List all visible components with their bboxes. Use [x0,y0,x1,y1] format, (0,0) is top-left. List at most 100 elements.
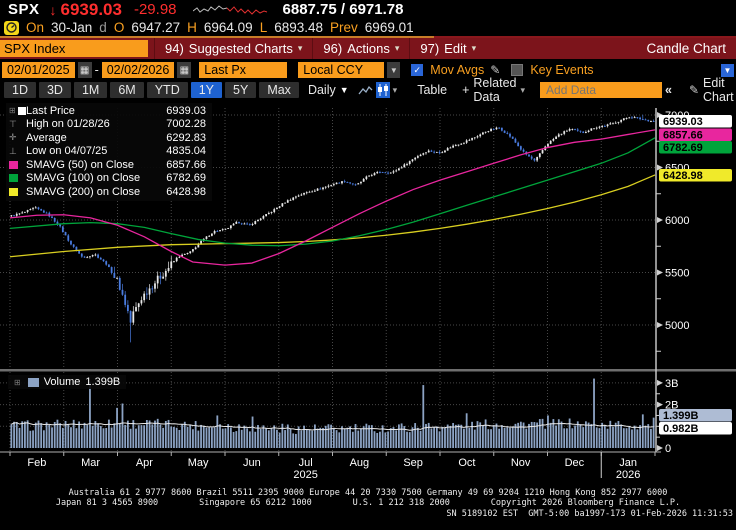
tree-expander-icon[interactable]: ⊞ [14,377,21,387]
high-marker-icon: ⊤ [9,118,17,129]
legend-label: High on 01/28/26 [26,118,110,131]
menu-actions[interactable]: 96) Actions ▾ [312,38,409,59]
related-data-button[interactable]: + Related Data ▾ [456,75,531,105]
collapse-icon[interactable]: « [665,83,672,97]
session-date: 30-Jan [51,20,93,35]
price-field-select[interactable]: Last Px [199,62,288,78]
pencil-icon[interactable]: ✎ [490,63,501,77]
mov-avgs-checkbox[interactable]: ✓ [411,64,424,76]
footer-session-info: SN 5189102 EST GMT-5:00 ba1997-173 01-Fe… [446,509,733,519]
legend-high: ⊤ High on 01/28/26 7002.28 [9,118,206,132]
chevron-down-icon: ▾ [297,43,303,53]
price-change: -29.98 [133,1,177,18]
chart-legend[interactable]: ⊞ Last Price 6939.03 ⊤ High on 01/28/26 … [6,103,212,201]
svg-text:0.982B: 0.982B [663,423,699,435]
legend-average: ✛ Average 6292.83 [9,131,206,145]
panel-scroll-icon[interactable]: ▼ [721,63,734,77]
session-freq: d [99,20,107,35]
date-to-input[interactable]: 02/02/2026 [101,62,175,78]
currency-select[interactable]: Local CCY [298,62,385,78]
calendar-icon[interactable]: ▦ [77,62,92,78]
intraday-sparkline [192,4,267,15]
low-value: 6893.48 [274,20,324,35]
chevron-down-icon: ▾ [471,43,477,53]
svg-text:Apr: Apr [136,457,153,469]
tree-expander-icon[interactable]: ⊞ [9,106,16,116]
delayed-clock-icon [4,20,19,35]
date-from-input[interactable]: 02/01/2025 [2,62,75,78]
edit-chart-label: Edit Chart [703,76,734,104]
high-label: H [187,20,197,35]
smavg50-swatch [9,160,18,169]
footer-phone-line1: Australia 61 2 9777 8600 Brazil 5511 239… [68,488,668,498]
menu-label: Edit [444,41,467,56]
svg-text:6782.69: 6782.69 [663,142,703,154]
quote-header: SPX ↓ 6939.03 -29.98 6887.75 / 6971.78 [0,0,736,19]
svg-text:Feb: Feb [27,457,46,469]
range-5y-button[interactable]: 5Y [225,82,257,98]
last-price-swatch [17,106,26,115]
legend-value: 4835.04 [166,145,206,158]
legend-label: Last Price [26,104,75,117]
chart-toolbar-right: « ✎ Edit Chart ⚙ [665,75,736,105]
volume-legend[interactable]: ⊞ Volume 1.399B [8,375,127,389]
range-max-button[interactable]: Max [259,82,299,98]
session-header: On 30-Jan d O 6947.27 H 6964.09 L 6893.4… [0,19,736,36]
settings-toolbar: 02/01/2025 ▦ - 02/02/2026 ▦ Last Px Loca… [0,60,736,80]
svg-text:2025: 2025 [293,469,317,481]
menu-key: 97) [420,41,440,56]
calendar-icon[interactable]: ▦ [177,62,192,78]
ticker-input[interactable] [0,40,148,57]
legend-label: Low on 04/07/25 [26,145,108,158]
menu-edit[interactable]: 97) Edit ▾ [409,38,486,59]
chart-type-chevron-icon[interactable]: ▾ [392,84,398,95]
add-data-input[interactable] [540,82,663,98]
open-value: 6947.27 [131,20,181,35]
svg-text:2B: 2B [665,400,678,412]
svg-text:Sep: Sep [403,457,423,469]
menu-label: Suggested Charts [188,41,293,56]
range-1y-button[interactable]: 1Y [190,82,223,98]
related-data-label: Related Data [473,76,517,104]
table-button[interactable]: Table [417,83,448,97]
smavg100-swatch [9,174,18,183]
legend-label: SMAVG (50) on Close [26,158,135,171]
prev-label: Prev [330,20,358,35]
range-1d-button[interactable]: 1D [4,82,36,98]
range-3d-button[interactable]: 3D [38,82,71,98]
menu-suggested-charts[interactable]: 94) Suggested Charts ▾ [154,38,312,59]
candle-chart-icon[interactable] [375,82,390,98]
low-marker-icon: ⊥ [9,145,17,156]
on-label: On [26,20,45,35]
day-range: 6887.75 / 6971.78 [282,1,404,18]
high-value: 6964.09 [203,20,253,35]
range-1m-button[interactable]: 1M [73,82,108,98]
volume-swatch [27,377,39,387]
svg-text:May: May [188,457,209,469]
smavg200-swatch [9,187,18,196]
open-label: O [113,20,125,35]
legend-smavg100: SMAVG (100) on Close 6782.69 [9,172,206,186]
svg-text:Aug: Aug [350,457,370,469]
chevron-down-icon: ▾ [520,84,526,95]
legend-smavg200: SMAVG (200) on Close 6428.98 [9,185,206,199]
menu-key: 94) [165,41,184,56]
legend-label: SMAVG (200) on Close [26,185,141,198]
key-events-checkbox[interactable] [511,64,524,76]
mov-avgs-label: Mov Avgs [430,63,485,77]
period-select[interactable]: Daily ▼ [302,82,355,98]
svg-text:2026: 2026 [616,469,640,481]
line-chart-icon[interactable] [358,82,373,98]
legend-value: 6939.03 [166,104,206,117]
svg-text:5000: 5000 [665,320,689,332]
edit-chart-button[interactable]: ✎ Edit Chart [680,75,736,105]
chart-type-title: Candle Chart [646,41,726,56]
ticker-symbol: SPX [8,1,40,18]
volume-value: 1.399B [85,376,121,388]
prev-value: 6969.01 [364,20,414,35]
chevron-down-icon[interactable]: ▼ [387,62,401,78]
svg-text:Nov: Nov [511,457,531,469]
range-ytd-button[interactable]: YTD [146,82,188,98]
svg-text:6428.98: 6428.98 [663,170,703,182]
range-6m-button[interactable]: 6M [110,82,144,98]
